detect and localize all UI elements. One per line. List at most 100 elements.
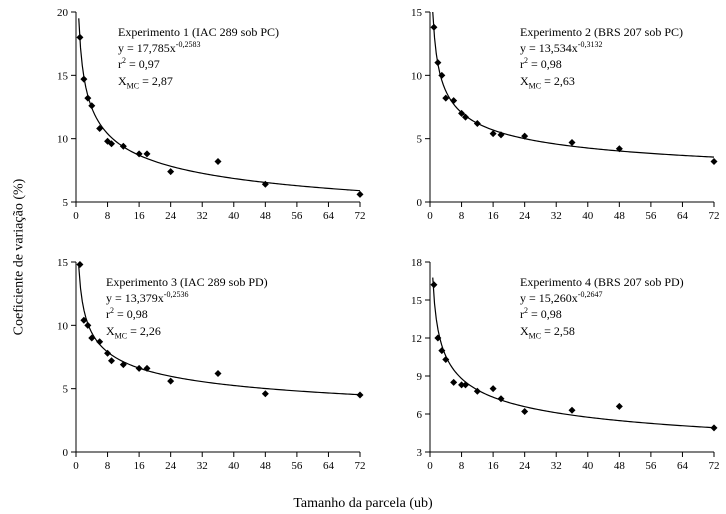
chart-panel-exp4: 081624324048566472369121518Experimento 4…: [400, 256, 720, 476]
data-point: [167, 168, 174, 175]
svg-text:40: 40: [582, 210, 594, 222]
data-point: [711, 424, 718, 431]
svg-text:48: 48: [614, 460, 626, 472]
equation-text: y = 13,379x-0,2536: [106, 290, 268, 306]
svg-text:16: 16: [134, 210, 146, 222]
svg-text:8: 8: [105, 460, 111, 472]
svg-text:12: 12: [411, 333, 422, 345]
svg-text:32: 32: [197, 460, 208, 472]
svg-text:48: 48: [260, 210, 272, 222]
svg-text:6: 6: [417, 409, 423, 421]
svg-text:20: 20: [57, 7, 69, 19]
data-point: [96, 338, 103, 345]
svg-text:24: 24: [519, 460, 531, 472]
data-point: [569, 407, 576, 414]
svg-text:48: 48: [614, 210, 626, 222]
panel-annotation: Experimento 4 (BRS 207 sob PD)y = 15,260…: [520, 274, 684, 342]
svg-text:0: 0: [73, 460, 79, 472]
svg-text:3: 3: [417, 447, 423, 459]
svg-text:10: 10: [57, 134, 69, 146]
svg-text:72: 72: [355, 460, 366, 472]
data-point: [136, 365, 143, 372]
svg-text:15: 15: [57, 70, 69, 82]
svg-text:0: 0: [73, 210, 79, 222]
figure-root: Coeficiente de variação (%) Tamanho da p…: [0, 0, 726, 514]
r2-text: r2 = 0,97: [118, 56, 279, 72]
r2-text: r2 = 0,98: [520, 56, 683, 72]
data-point: [357, 392, 364, 399]
panel-title: Experimento 4 (BRS 207 sob PD): [520, 274, 684, 290]
svg-text:0: 0: [63, 447, 69, 459]
panel-annotation: Experimento 2 (BRS 207 sob PC)y = 13,534…: [520, 24, 683, 92]
svg-text:9: 9: [417, 371, 423, 383]
data-point: [490, 385, 497, 392]
data-point: [215, 158, 222, 165]
svg-text:40: 40: [228, 460, 240, 472]
svg-text:8: 8: [105, 210, 111, 222]
x-axis-label: Tamanho da parcela (ub): [0, 496, 726, 512]
chart-panel-exp1: 0816243240485664725101520Experimento 1 (…: [46, 6, 366, 226]
data-point: [144, 150, 151, 157]
data-point: [80, 76, 87, 83]
data-point: [521, 408, 528, 415]
data-point: [474, 120, 481, 127]
data-point: [434, 59, 441, 66]
svg-text:32: 32: [551, 460, 562, 472]
data-point: [430, 281, 437, 288]
svg-text:48: 48: [260, 460, 272, 472]
svg-text:0: 0: [417, 197, 423, 209]
xmc-text: XMC = 2,58: [520, 323, 684, 342]
equation-text: y = 17,785x-0,2583: [118, 40, 279, 56]
svg-text:0: 0: [427, 210, 433, 222]
svg-text:72: 72: [709, 460, 720, 472]
data-point: [357, 191, 364, 198]
equation-text: y = 13,534x-0,3132: [520, 40, 683, 56]
svg-text:72: 72: [709, 210, 720, 222]
y-axis-label: Coeficiente de variação (%): [12, 179, 28, 336]
data-point: [450, 97, 457, 104]
svg-text:32: 32: [197, 210, 208, 222]
svg-text:24: 24: [165, 460, 177, 472]
svg-text:15: 15: [411, 7, 423, 19]
panel-title: Experimento 2 (BRS 207 sob PC): [520, 24, 683, 40]
panel-title: Experimento 3 (IAC 289 sob PD): [106, 274, 268, 290]
xmc-text: XMC = 2,63: [520, 73, 683, 92]
equation-text: y = 15,260x-0,2647: [520, 290, 684, 306]
data-point: [462, 381, 469, 388]
data-point: [84, 322, 91, 329]
svg-text:56: 56: [291, 210, 303, 222]
data-point: [84, 95, 91, 102]
data-point: [108, 357, 115, 364]
data-point: [120, 361, 127, 368]
svg-text:64: 64: [323, 210, 335, 222]
svg-text:16: 16: [134, 460, 146, 472]
svg-text:18: 18: [411, 257, 423, 269]
svg-text:10: 10: [57, 320, 69, 332]
svg-text:72: 72: [355, 210, 366, 222]
panel-annotation: Experimento 3 (IAC 289 sob PD)y = 13,379…: [106, 274, 268, 342]
svg-text:56: 56: [291, 460, 303, 472]
xmc-text: XMC = 2,87: [118, 73, 279, 92]
svg-text:0: 0: [427, 460, 433, 472]
svg-text:15: 15: [411, 295, 423, 307]
data-point: [76, 261, 83, 268]
svg-text:32: 32: [551, 210, 562, 222]
chart-panel-exp3: 081624324048566472051015Experimento 3 (I…: [46, 256, 366, 476]
data-point: [215, 370, 222, 377]
r2-text: r2 = 0,98: [520, 306, 684, 322]
svg-text:16: 16: [488, 210, 500, 222]
svg-text:64: 64: [677, 210, 689, 222]
data-point: [88, 102, 95, 109]
data-point: [616, 403, 623, 410]
svg-text:8: 8: [459, 460, 465, 472]
svg-text:56: 56: [645, 460, 657, 472]
svg-text:64: 64: [323, 460, 335, 472]
svg-text:5: 5: [417, 134, 423, 146]
svg-text:56: 56: [645, 210, 657, 222]
data-point: [450, 379, 457, 386]
panel-title: Experimento 1 (IAC 289 sob PC): [118, 24, 279, 40]
data-point: [262, 390, 269, 397]
chart-panel-exp2: 081624324048566472051015Experimento 2 (B…: [400, 6, 720, 226]
svg-text:64: 64: [677, 460, 689, 472]
svg-text:5: 5: [63, 384, 69, 396]
